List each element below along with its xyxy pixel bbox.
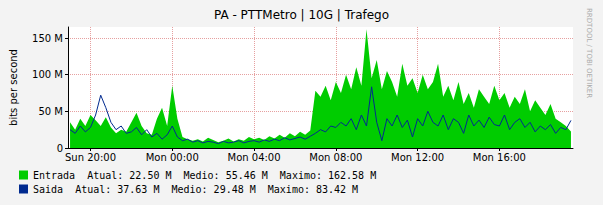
svg-text:0: 0: [57, 143, 63, 154]
svg-text:Mon 00:00: Mon 00:00: [146, 152, 199, 163]
svg-text:Sun 20:00: Sun 20:00: [65, 152, 116, 163]
svg-text:Entrada Atual: 22.50 M Medio: Entrada Atual: 22.50 M Medio: 55.46 M Ma…: [33, 170, 376, 181]
svg-text:PA - PTTMetro | 10G | Trafego: PA - PTTMetro | 10G | Trafego: [214, 8, 389, 22]
svg-text:Mon 16:00: Mon 16:00: [473, 152, 526, 163]
svg-text:100 M: 100 M: [32, 69, 63, 80]
svg-text:Mon 04:00: Mon 04:00: [228, 152, 281, 163]
svg-text:50 M: 50 M: [38, 106, 63, 117]
svg-text:bits per second: bits per second: [8, 49, 19, 126]
svg-text:RRDTOOL / TOBI OETIKER: RRDTOOL / TOBI OETIKER: [585, 8, 593, 98]
svg-text:150 M: 150 M: [32, 33, 63, 44]
svg-text:Mon 12:00: Mon 12:00: [391, 152, 444, 163]
svg-text:Saida Atual: 37.63 M Medio:: Saida Atual: 37.63 M Medio: 29.48 M Maxi…: [33, 184, 358, 195]
svg-text:Mon 08:00: Mon 08:00: [309, 152, 362, 163]
